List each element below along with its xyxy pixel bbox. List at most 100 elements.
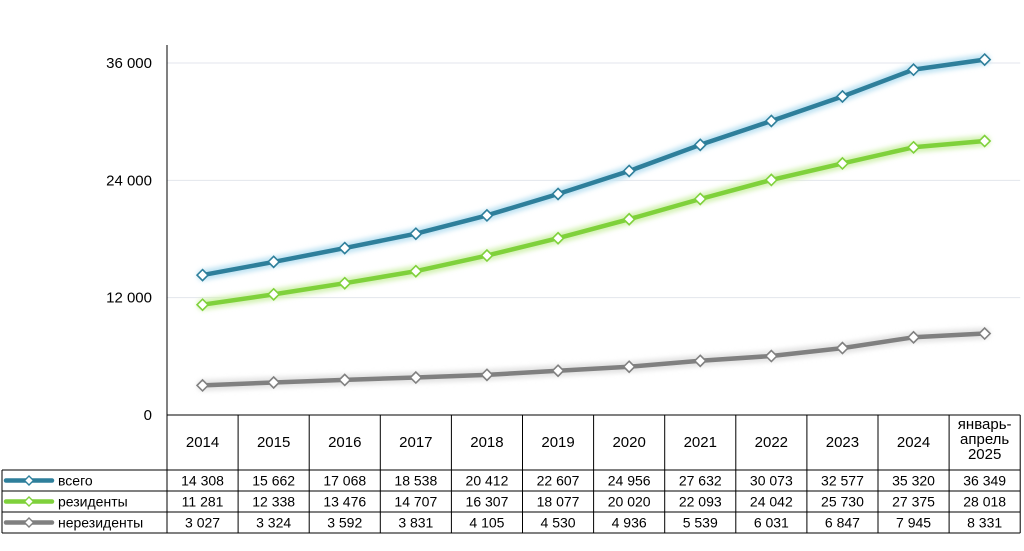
legend-series-name: резиденты (58, 494, 128, 510)
data-point (693, 138, 707, 152)
data-label: 22 093 (679, 494, 722, 510)
series-line (200, 57, 987, 278)
data-point (480, 208, 494, 223)
x-category-label: 2017 (399, 434, 432, 451)
legend-series-name: всего (58, 473, 93, 489)
data-label: 3 027 (185, 515, 220, 531)
data-point (622, 164, 636, 178)
series-lines (195, 52, 992, 393)
data-point (267, 375, 281, 390)
data-label: 18 077 (537, 494, 580, 510)
data-label: 4 936 (612, 515, 647, 531)
data-label: 14 308 (181, 473, 224, 489)
series-line (200, 138, 987, 307)
data-point (195, 268, 210, 282)
data-label: 36 349 (963, 473, 1006, 489)
data-point (764, 173, 778, 187)
data-label: 20 020 (608, 494, 651, 510)
y-tick-label: 36 000 (106, 55, 152, 72)
data-point (551, 364, 565, 378)
data-point (195, 378, 210, 393)
data-point (978, 326, 992, 341)
data-label: 3 592 (327, 515, 362, 531)
series-glow (197, 54, 991, 281)
data-label: 25 730 (821, 494, 864, 510)
data-point (267, 255, 281, 269)
data-label: 8 331 (967, 515, 1002, 531)
data-point (764, 349, 778, 363)
data-label: 35 320 (892, 473, 935, 489)
data-point (551, 231, 565, 245)
data-label: 3 324 (256, 515, 291, 531)
data-point (835, 341, 850, 355)
data-label: 24 042 (750, 494, 793, 510)
data-label: 16 307 (466, 494, 509, 510)
data-label: 15 662 (252, 473, 295, 489)
data-label: 22 607 (537, 473, 580, 489)
x-category-label: 2018 (470, 434, 503, 451)
legend-key-marker (23, 496, 35, 507)
data-label: 12 338 (252, 494, 295, 510)
series-glow (197, 328, 991, 391)
data-label: 4 530 (541, 515, 576, 531)
x-category-label: 2016 (328, 434, 361, 451)
data-label: 11 281 (182, 494, 224, 510)
data-label: 28 018 (963, 494, 1006, 510)
x-category-label-line: январь- (958, 416, 1012, 433)
data-point (693, 192, 707, 206)
data-point (409, 370, 423, 385)
data-point (906, 330, 921, 344)
data-point (835, 156, 850, 171)
data-table: 2014 2015 2016 2017 2018 2019 2020 2021 2022 2023… (1, 414, 1021, 534)
data-label: 27 375 (892, 494, 935, 510)
data-point (338, 276, 352, 290)
y-tick-label: 12 000 (106, 290, 152, 307)
data-point (480, 368, 494, 382)
data-label: 6 031 (754, 515, 789, 531)
legend-key-marker (23, 517, 35, 528)
x-category-label: 2024 (897, 434, 930, 451)
data-point (409, 227, 423, 241)
data-label: 20 412 (466, 473, 509, 489)
x-category-label: 2019 (541, 434, 574, 451)
data-label: 3 831 (398, 515, 433, 531)
data-label: 4 105 (469, 515, 504, 531)
data-point (978, 134, 992, 148)
data-label: 18 538 (394, 473, 437, 489)
x-category-label: 2014 (186, 434, 219, 451)
y-tick-label: 24 000 (106, 172, 152, 189)
axes: 0 12 000 24 000 36 000 (106, 45, 168, 424)
data-point (338, 241, 352, 255)
data-label: 17 068 (323, 473, 366, 489)
data-label: 13 476 (323, 494, 366, 510)
y-tick-label: 0 (144, 407, 152, 424)
data-point (409, 264, 423, 278)
x-category-label: 2022 (755, 434, 788, 451)
data-point (978, 52, 992, 67)
data-label: 30 073 (750, 473, 793, 489)
x-category-label: январь-апрель 2025 (958, 416, 1012, 463)
data-label: 14 707 (394, 494, 437, 510)
data-label: 6 847 (825, 515, 860, 531)
x-category-label-line: 2025 (968, 446, 1001, 463)
data-point (906, 140, 921, 154)
series-glow (197, 135, 991, 311)
data-point (267, 287, 281, 301)
legend-series-name: нерезиденты (58, 515, 143, 531)
data-label: 27 632 (679, 473, 722, 489)
x-category-label-line: апрель (960, 431, 1009, 448)
data-point (764, 114, 778, 128)
data-point (480, 248, 494, 263)
data-label: 32 577 (821, 473, 864, 489)
data-point (906, 63, 921, 77)
data-point (622, 360, 636, 374)
data-label: 7 945 (896, 515, 931, 531)
data-point (835, 89, 850, 104)
data-point (195, 298, 210, 312)
data-point (338, 373, 352, 387)
x-category-label: 2015 (257, 434, 290, 451)
x-category-label: 2020 (612, 434, 645, 451)
data-label: 5 539 (683, 515, 718, 531)
series-line (200, 331, 987, 388)
